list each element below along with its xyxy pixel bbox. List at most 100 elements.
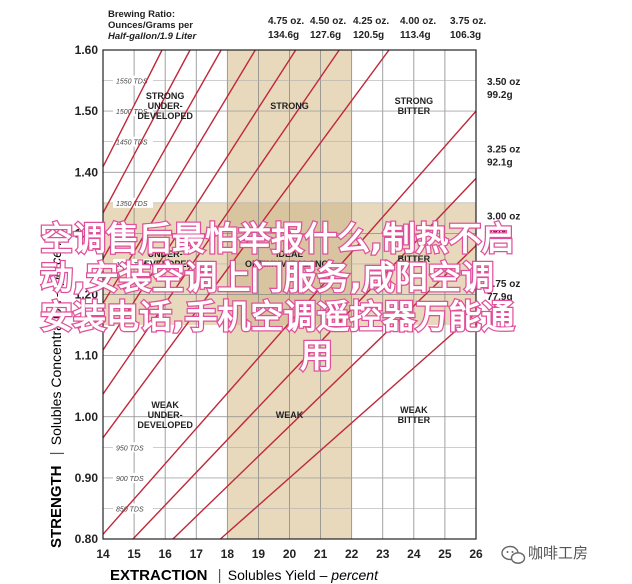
- ratio-label-g: 134.6g: [268, 30, 299, 41]
- zone-label: BITTER: [398, 106, 431, 116]
- ratio-label-g: 85.0g: [487, 225, 513, 236]
- ratio-label-g: 127.6g: [310, 30, 341, 41]
- y-tick-label: 1.50: [75, 104, 99, 118]
- ratio-line: [172, 245, 477, 540]
- x-tick-label: 19: [252, 547, 266, 561]
- ratio-line: [102, 49, 191, 214]
- ratio-line: [102, 49, 340, 395]
- tds-label-bg: [113, 75, 153, 86]
- ratio-label-oz: 3.00 oz: [487, 212, 520, 223]
- y-tick-label: 1.10: [75, 349, 99, 363]
- overlay-caption: 空调售后最怕举报什么,制热不启 动,安装空调上门服务,咸阳空调 安装电话,手机空…: [39, 218, 516, 377]
- tds-label: 1450 TDS: [116, 140, 148, 147]
- ratio-line: [102, 49, 163, 168]
- ratio-header-row2: Ounces/Grams per: [108, 20, 193, 31]
- overlay-line-1: 空调售后最怕举报什么,制热不启: [40, 219, 515, 258]
- tds-label-bg: [113, 472, 153, 483]
- y-tick-label: 0.90: [75, 471, 99, 485]
- overlay-line-4: 用: [300, 336, 333, 375]
- zone-label: STRONG: [146, 91, 185, 101]
- ratio-label-g: 92.1g: [487, 157, 513, 168]
- tds-label: 850 TDS: [116, 506, 144, 513]
- x-tick-label: 22: [345, 547, 359, 561]
- wechat-icon: [501, 545, 526, 564]
- y-axis-title-rest: Solubles Concentration –: [48, 285, 64, 445]
- x-tick-label: 20: [283, 547, 297, 561]
- ratio-labels: 4.75 oz. 134.6g 4.50 oz. 127.6g 4.25 oz. 120.…: [268, 16, 520, 303]
- ratio-label-oz: 3.25 oz: [487, 144, 520, 155]
- ratio-label-oz: 3.75 oz.: [450, 16, 486, 27]
- watermark-text: 咖啡工房: [528, 544, 588, 562]
- ratio-line: [102, 49, 390, 439]
- y-tick-label: 1.40: [75, 165, 99, 179]
- ratio-line: [219, 312, 477, 540]
- y-tick-label: 1.30: [75, 226, 99, 240]
- ratio-line: [102, 49, 222, 260]
- ratio-header-row3: Half-gallon/1.9 Liter: [108, 31, 197, 42]
- y-axis-title-sep: |: [48, 447, 65, 455]
- tds-label-bg: [113, 106, 153, 117]
- ratio-label-g: 120.5g: [353, 30, 384, 41]
- zone-label: BITTER: [398, 415, 431, 425]
- tds-label-bg: [113, 503, 153, 514]
- x-tick-label: 16: [158, 547, 172, 561]
- zone-label: STRONG: [270, 101, 309, 111]
- x-axis-title: EXTRACTION | Solubles Yield – percent: [110, 567, 379, 584]
- zone-label: STRONG: [395, 96, 434, 106]
- zone-label: DEVELOPED: [137, 420, 193, 430]
- tds-label-bg: [113, 442, 153, 453]
- tds-label: 950 TDS: [116, 445, 144, 452]
- zone-label: UNDER-: [148, 101, 183, 111]
- zone-label: IDEAL: [276, 249, 304, 259]
- x-tick-label: 25: [438, 547, 452, 561]
- y-tick-label: 1.20: [75, 288, 99, 302]
- ratio-line: [102, 49, 256, 304]
- tds-label: 1500 TDS: [116, 109, 148, 116]
- ratio-label-oz: 4.75 oz.: [268, 16, 304, 27]
- ratio-line: [102, 49, 297, 351]
- zone-label: DEVELOPED: [137, 111, 193, 121]
- y-tick-label: 0.80: [75, 532, 99, 546]
- tds-lines: 1550 TDS 1500 TDS 1450 TDS 1350 TDS 1250 TDS…: [103, 75, 476, 514]
- ratio-label-oz: 4.25 oz.: [353, 16, 389, 27]
- zone-label: WEAK: [276, 410, 304, 420]
- ratio-label-oz: 4.50 oz.: [310, 16, 346, 27]
- tds-label-bg: [113, 197, 153, 208]
- y-axis-title: STRENGTH | Solubles Concentration – perc…: [48, 237, 65, 548]
- watermark: 咖啡工房: [501, 544, 588, 564]
- y-axis-title-main: STRENGTH: [48, 466, 65, 549]
- ratio-lines: [102, 49, 477, 540]
- x-tick-label: 26: [469, 547, 483, 561]
- x-axis-title-sep: |: [218, 567, 226, 584]
- zone-label: UNDER-: [148, 410, 183, 420]
- overlay-line-3: 安装电话,手机空调遥控器万能通: [40, 297, 515, 336]
- ratio-label-g: 99.2g: [487, 90, 513, 101]
- ratio-header-row1: Brewing Ratio:: [108, 9, 175, 20]
- x-tick-label: 18: [221, 547, 235, 561]
- tds-label: 900 TDS: [116, 476, 144, 483]
- tds-label-bg: [113, 258, 153, 269]
- y-axis-title-unit: percent: [48, 237, 64, 286]
- x-tick-label: 17: [190, 547, 204, 561]
- tds-label: 1350 TDS: [116, 201, 148, 208]
- zone-label: WEAK: [400, 405, 428, 415]
- x-tick-label: 23: [376, 547, 390, 561]
- zone-label: DEVELOPED: [137, 259, 193, 269]
- ratio-label-oz: 4.00 oz.: [400, 16, 436, 27]
- x-axis-title-main: EXTRACTION: [110, 567, 208, 584]
- ratio-label-oz: 3.50 oz: [487, 77, 520, 88]
- x-tick-label: 24: [407, 547, 421, 561]
- svg-text:STRENGTH | Solub: STRENGTH | Solubles Concentration – perc…: [48, 237, 65, 548]
- ratio-label-g: 77.9g: [487, 292, 513, 303]
- x-tick-label: 15: [127, 547, 141, 561]
- zone-label: UNDER-: [148, 249, 183, 259]
- tds-label-bg: [113, 136, 153, 147]
- x-axis-title-unit: percent: [330, 567, 379, 583]
- ratio-line: [102, 110, 477, 535]
- x-axis-title-rest: Solubles Yield –: [228, 567, 332, 583]
- tds-label: 1550 TDS: [116, 79, 148, 86]
- zone-label: WEAK: [151, 400, 179, 410]
- zone-label: OPTIMUM BALANCE: [245, 259, 334, 269]
